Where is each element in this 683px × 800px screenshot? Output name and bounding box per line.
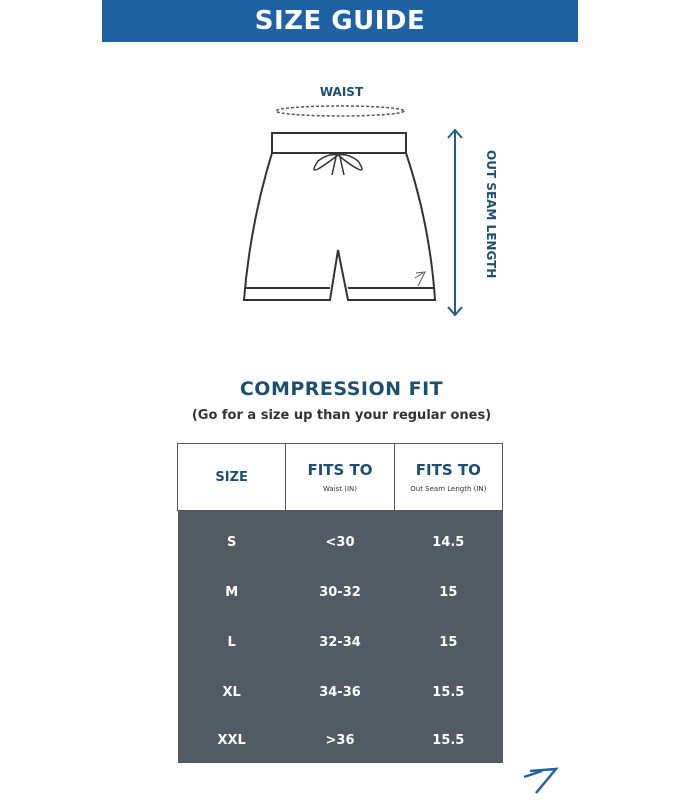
seam-cell: 15.5 <box>394 667 503 717</box>
waist-cell: 34-36 <box>285 667 395 717</box>
waist-cell: 30-32 <box>285 567 395 617</box>
size-cell: XL <box>177 667 286 717</box>
table-row: XL 34-36 15.5 <box>177 667 503 717</box>
waist-cell: 32-34 <box>285 617 395 667</box>
shorts-illustration <box>242 105 463 317</box>
fit-title: COMPRESSION FIT <box>239 378 444 400</box>
table-row: L 32-34 15 <box>177 617 503 667</box>
seam-cell: 15.5 <box>394 717 503 763</box>
waist-label: WAIST <box>319 85 364 99</box>
brand-logo-icon <box>523 767 559 794</box>
header-waist: FITS TO Waist (IN) <box>285 443 395 511</box>
header-size: SIZE <box>176 443 287 511</box>
table-row: M 30-32 15 <box>177 567 503 617</box>
double-arrow-icon <box>447 128 463 317</box>
size-guide-banner: SIZE GUIDE <box>102 0 578 42</box>
waist-cell: >36 <box>285 717 395 763</box>
table-row: S <30 14.5 <box>177 510 503 567</box>
header-seam: FITS TO Out Seam Length (IN) <box>393 443 504 511</box>
size-cell: M <box>177 567 286 617</box>
size-cell: L <box>177 617 286 667</box>
out-seam-label: OUT SEAM LENGTH <box>484 150 498 279</box>
size-cell: XXL <box>177 717 286 763</box>
size-cell: S <box>177 510 286 567</box>
size-table: SIZE FITS TO Waist (IN) FITS TO Out Seam L… <box>176 443 504 763</box>
seam-cell: 15 <box>394 567 503 617</box>
waist-cell: <30 <box>285 510 395 567</box>
table-row: XXL >36 15.5 <box>177 717 503 763</box>
seam-cell: 14.5 <box>394 510 503 567</box>
fit-note: (Go for a size up than your regular ones… <box>191 408 492 423</box>
seam-cell: 15 <box>394 617 503 667</box>
